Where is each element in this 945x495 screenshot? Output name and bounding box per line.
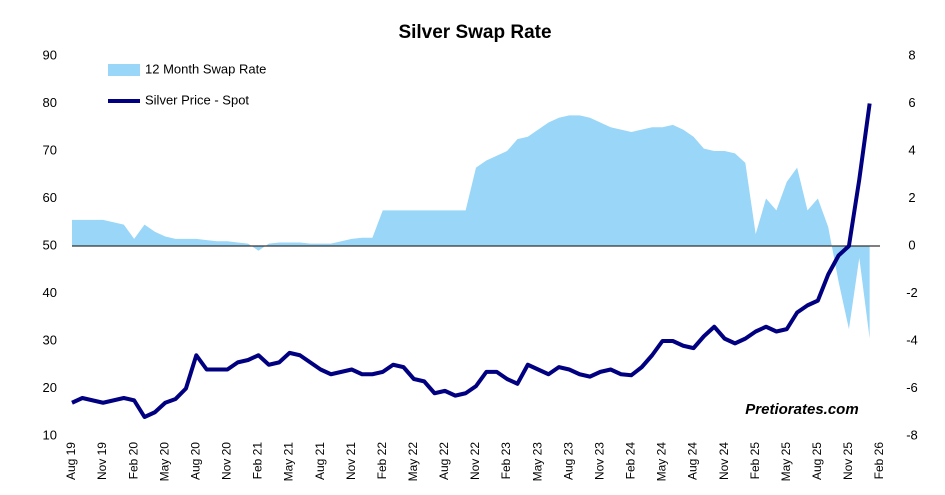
x-tick-label: Feb 22 [375, 442, 389, 480]
annotation: Pretiorates.com [745, 401, 858, 418]
x-tick-label: Feb 26 [872, 442, 886, 480]
x-tick-label: Nov 21 [344, 442, 358, 480]
legend-swatch [108, 64, 140, 76]
x-tick-label: Aug 21 [313, 442, 327, 480]
legend-label: 12 Month Swap Rate [145, 61, 266, 76]
x-tick-label: Nov 22 [468, 442, 482, 480]
x-tick-label: Feb 23 [499, 442, 513, 480]
x-tick-label: Aug 25 [810, 442, 824, 480]
chart-title: Silver Swap Rate [398, 22, 551, 43]
x-tick-label: May 22 [406, 442, 420, 482]
x-tick-label: May 24 [655, 442, 669, 482]
y2-tick-label: 2 [908, 190, 915, 205]
y-tick-label: 10 [43, 427, 57, 442]
legend-label: Silver Price - Spot [145, 92, 249, 107]
y2-tick-label: -6 [906, 380, 918, 395]
y-tick-label: 50 [43, 237, 57, 252]
y-tick-label: 20 [43, 380, 57, 395]
price-line [71, 103, 872, 419]
y2-tick-label: 4 [908, 142, 915, 157]
y-tick-label: 90 [43, 47, 57, 62]
y-tick-label: 30 [43, 332, 57, 347]
x-tick-label: Feb 24 [624, 442, 638, 480]
x-tick-label: May 20 [157, 442, 171, 482]
x-tick-label: May 21 [282, 442, 296, 482]
y2-tick-label: 6 [908, 95, 915, 110]
swap-area [72, 115, 870, 339]
x-tick-label: May 25 [779, 442, 793, 482]
y-tick-label: 80 [43, 95, 57, 110]
x-tick-label: Nov 23 [592, 442, 606, 480]
x-tick-label: Feb 20 [126, 442, 140, 480]
x-tick-label: Nov 19 [95, 442, 109, 480]
x-tick-label: Feb 21 [251, 442, 265, 480]
y2-tick-label: 8 [908, 47, 915, 62]
y2-tick-label: -8 [906, 427, 918, 442]
x-tick-label: Aug 22 [437, 442, 451, 480]
y2-tick-label: -4 [906, 332, 918, 347]
x-tick-label: Nov 25 [841, 442, 855, 480]
x-tick-label: Aug 24 [686, 442, 700, 480]
y-tick-label: 60 [43, 190, 57, 205]
x-tick-label: Nov 20 [220, 442, 234, 480]
y-tick-label: 70 [43, 142, 57, 157]
y-tick-label: 40 [43, 285, 57, 300]
x-tick-label: Nov 24 [717, 442, 731, 480]
x-tick-label: May 23 [530, 442, 544, 482]
x-tick-label: Aug 19 [64, 442, 78, 480]
x-tick-label: Aug 23 [561, 442, 575, 480]
y2-tick-label: 0 [908, 237, 915, 252]
x-tick-label: Feb 25 [748, 442, 762, 480]
x-tick-label: Aug 20 [188, 442, 202, 480]
y2-tick-label: -2 [906, 285, 918, 300]
